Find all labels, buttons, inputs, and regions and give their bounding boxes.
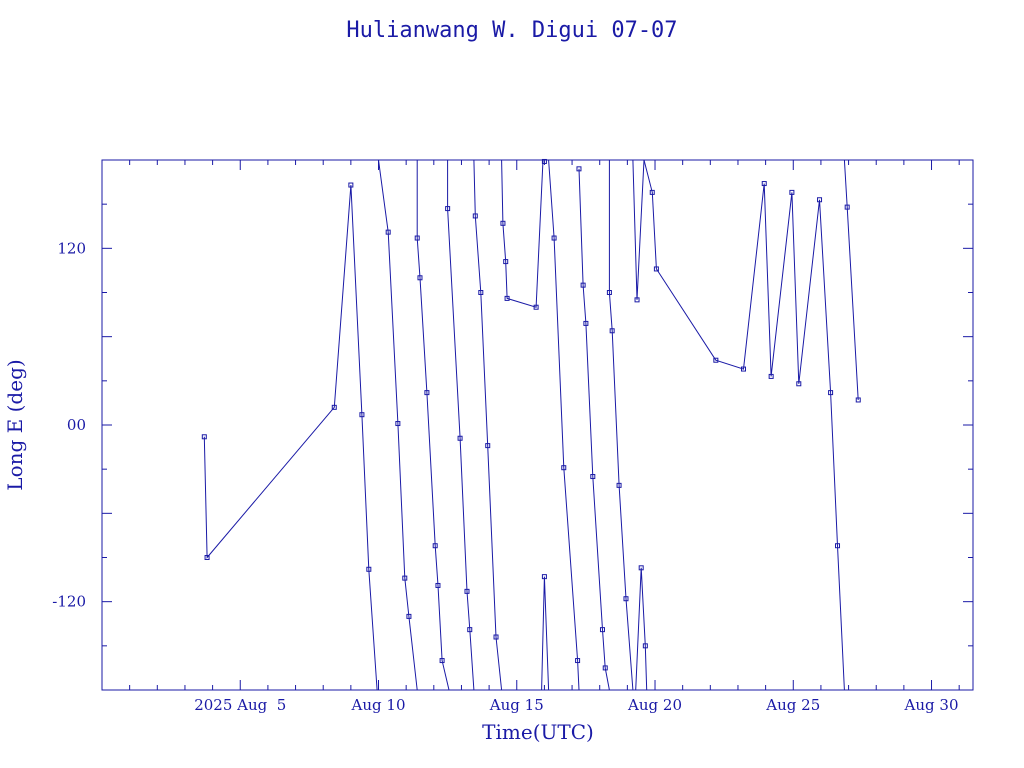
data-point [623,596,629,602]
data-point [385,229,391,235]
data-point [768,373,774,379]
data-point [817,197,823,203]
data-point [503,259,509,265]
data-point [789,189,795,195]
data-point [439,658,445,664]
track-segment [416,160,450,691]
data-point [599,627,605,633]
data-point [844,204,850,210]
data-point [472,213,478,219]
data-point [366,566,372,572]
data-point [602,665,608,671]
x-tick-label: Aug 25 [765,696,820,714]
y-tick-label: 00 [67,416,86,434]
data-point [541,574,547,580]
data-point [551,235,557,241]
data-point [204,555,210,560]
plot-frame [101,159,974,691]
y-axis-label: Long E (deg) [3,359,27,490]
track-segment [378,159,418,691]
y-tick-label: 120 [57,239,86,257]
track-segment [541,576,550,691]
data-point [606,290,612,295]
data-point [348,182,354,188]
track-segment [578,168,610,691]
x-tick-label: Aug 10 [351,696,406,714]
data-point [533,304,539,310]
track-segment [632,159,645,300]
x-axis-label: Time(UTC) [482,720,594,744]
data-point [395,421,401,427]
data-point [855,397,861,403]
x-tick-label: 2025 Aug 5 [194,696,286,714]
data-point [634,297,640,303]
data-point [575,658,581,664]
track-segment [635,567,648,691]
track-segment [548,159,580,691]
data-point [616,482,622,488]
chart-title: Hulianwang W. Digui 07-07 [346,18,677,43]
data-point [580,282,586,288]
data-point [740,366,746,372]
data-point [414,235,420,241]
data-point [402,575,408,581]
data-point [359,412,365,418]
data-point [435,582,441,588]
x-tick-label: Aug 30 [904,696,959,714]
data-point [467,627,473,633]
data-point [541,158,547,164]
data-point [583,320,589,326]
track-segment [643,159,845,691]
data-point [432,543,438,549]
data-point [835,543,841,549]
data-point [500,220,506,226]
track-segment [608,160,634,691]
track-segment [447,160,475,691]
track-segment [473,159,503,691]
data-point [590,474,596,480]
data-point [761,181,767,187]
data-point [609,328,615,334]
data-point [561,465,567,471]
y-tick-label: -120 [52,593,86,611]
data-point [576,166,582,172]
data-point [653,266,659,272]
data-point [485,443,491,449]
track-segment [501,159,544,308]
data-point [796,381,802,387]
data-point [828,390,834,396]
data-point [445,206,451,212]
x-tick-label: Aug 15 [489,696,544,714]
data-point [406,613,412,619]
data-point [478,290,484,295]
x-tick-label: Aug 20 [627,696,682,714]
data-point [638,565,644,571]
data-point [464,588,470,594]
track-segment [843,159,859,401]
data-point [331,404,337,410]
axis-ticks [102,159,973,691]
data-point [649,189,655,195]
data-point [493,634,499,640]
data-point [504,295,510,301]
plot-area [201,158,861,691]
data-point [642,643,648,649]
data-point [457,435,463,441]
data-point [713,357,719,363]
tick-labels: 2025 Aug 5 Aug 10 Aug 15 Aug 20 Aug 25 Aug 30… [52,239,958,714]
data-point [424,390,430,396]
data-point [201,434,207,440]
track-segment [203,184,378,691]
data-point [417,275,423,281]
